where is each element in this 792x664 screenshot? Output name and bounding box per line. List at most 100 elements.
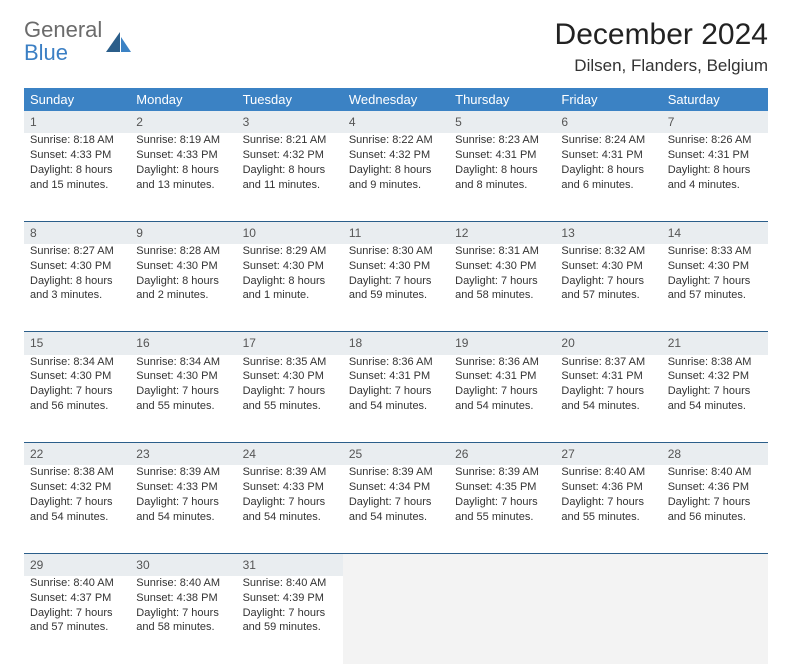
- logo: General Blue: [24, 18, 132, 64]
- day-data-cell: Sunrise: 8:39 AMSunset: 4:34 PMDaylight:…: [343, 465, 449, 553]
- day-number-cell: 10: [237, 221, 343, 244]
- day-number-cell: 30: [130, 553, 236, 576]
- day-number: 23: [136, 447, 149, 461]
- sunset-text: Sunset: 4:30 PM: [349, 259, 443, 274]
- daylight-text: Daylight: 7 hours and 54 minutes.: [30, 495, 124, 525]
- sunrise-text: Sunrise: 8:30 AM: [349, 244, 443, 259]
- sunrise-text: Sunrise: 8:19 AM: [136, 133, 230, 148]
- day-data-cell: Sunrise: 8:29 AMSunset: 4:30 PMDaylight:…: [237, 244, 343, 332]
- day-number: 5: [455, 115, 462, 129]
- day-number: 21: [668, 336, 681, 350]
- daylight-text: Daylight: 7 hours and 58 minutes.: [136, 606, 230, 636]
- day-number-cell: 24: [237, 443, 343, 466]
- day-data-row: Sunrise: 8:38 AMSunset: 4:32 PMDaylight:…: [24, 465, 768, 553]
- sunrise-text: Sunrise: 8:38 AM: [30, 465, 124, 480]
- day-data-cell: Sunrise: 8:34 AMSunset: 4:30 PMDaylight:…: [130, 355, 236, 443]
- sunrise-text: Sunrise: 8:40 AM: [243, 576, 337, 591]
- sunset-text: Sunset: 4:37 PM: [30, 591, 124, 606]
- day-data-row: Sunrise: 8:27 AMSunset: 4:30 PMDaylight:…: [24, 244, 768, 332]
- day-number-row: 891011121314: [24, 221, 768, 244]
- sunset-text: Sunset: 4:30 PM: [30, 369, 124, 384]
- day-number-cell: 28: [662, 443, 768, 466]
- daylight-text: Daylight: 8 hours and 11 minutes.: [243, 163, 337, 193]
- sunrise-text: Sunrise: 8:38 AM: [668, 355, 762, 370]
- sunset-text: Sunset: 4:38 PM: [136, 591, 230, 606]
- day-number-cell: 27: [555, 443, 661, 466]
- weekday-header: Saturday: [662, 88, 768, 111]
- day-data-cell: Sunrise: 8:24 AMSunset: 4:31 PMDaylight:…: [555, 133, 661, 221]
- day-number: 7: [668, 115, 675, 129]
- day-number: 9: [136, 226, 143, 240]
- sunrise-text: Sunrise: 8:39 AM: [136, 465, 230, 480]
- sunrise-text: Sunrise: 8:34 AM: [30, 355, 124, 370]
- weekday-header: Thursday: [449, 88, 555, 111]
- sunrise-text: Sunrise: 8:39 AM: [243, 465, 337, 480]
- sunrise-text: Sunrise: 8:34 AM: [136, 355, 230, 370]
- day-data-cell: Sunrise: 8:39 AMSunset: 4:33 PMDaylight:…: [130, 465, 236, 553]
- day-data-cell: Sunrise: 8:36 AMSunset: 4:31 PMDaylight:…: [449, 355, 555, 443]
- sunrise-text: Sunrise: 8:24 AM: [561, 133, 655, 148]
- sunrise-text: Sunrise: 8:29 AM: [243, 244, 337, 259]
- day-number: 16: [136, 336, 149, 350]
- sunrise-text: Sunrise: 8:23 AM: [455, 133, 549, 148]
- day-number-cell: 25: [343, 443, 449, 466]
- day-number-row: 1234567: [24, 111, 768, 133]
- day-data-cell: Sunrise: 8:39 AMSunset: 4:35 PMDaylight:…: [449, 465, 555, 553]
- day-number: 27: [561, 447, 574, 461]
- sunset-text: Sunset: 4:32 PM: [668, 369, 762, 384]
- daylight-text: Daylight: 7 hours and 56 minutes.: [668, 495, 762, 525]
- day-number-cell: 26: [449, 443, 555, 466]
- day-data-cell: Sunrise: 8:38 AMSunset: 4:32 PMDaylight:…: [662, 355, 768, 443]
- day-data-cell: Sunrise: 8:26 AMSunset: 4:31 PMDaylight:…: [662, 133, 768, 221]
- sunset-text: Sunset: 4:30 PM: [136, 369, 230, 384]
- day-number-cell: 9: [130, 221, 236, 244]
- day-number-cell: 1: [24, 111, 130, 133]
- sunrise-text: Sunrise: 8:36 AM: [455, 355, 549, 370]
- day-number-cell: 7: [662, 111, 768, 133]
- day-data-cell: Sunrise: 8:34 AMSunset: 4:30 PMDaylight:…: [24, 355, 130, 443]
- sunset-text: Sunset: 4:31 PM: [561, 369, 655, 384]
- day-number: 29: [30, 558, 43, 572]
- sunset-text: Sunset: 4:30 PM: [668, 259, 762, 274]
- daylight-text: Daylight: 7 hours and 54 minutes.: [561, 384, 655, 414]
- day-number-cell: 22: [24, 443, 130, 466]
- day-number: 24: [243, 447, 256, 461]
- daylight-text: Daylight: 7 hours and 59 minutes.: [243, 606, 337, 636]
- sunrise-text: Sunrise: 8:21 AM: [243, 133, 337, 148]
- day-data-cell: Sunrise: 8:33 AMSunset: 4:30 PMDaylight:…: [662, 244, 768, 332]
- day-number: 25: [349, 447, 362, 461]
- daylight-text: Daylight: 7 hours and 54 minutes.: [243, 495, 337, 525]
- day-data-cell: Sunrise: 8:38 AMSunset: 4:32 PMDaylight:…: [24, 465, 130, 553]
- day-data-cell: Sunrise: 8:35 AMSunset: 4:30 PMDaylight:…: [237, 355, 343, 443]
- day-number: 4: [349, 115, 356, 129]
- day-number-cell: 19: [449, 332, 555, 355]
- day-number-cell: 12: [449, 221, 555, 244]
- weekday-header: Wednesday: [343, 88, 449, 111]
- daylight-text: Daylight: 7 hours and 54 minutes.: [349, 495, 443, 525]
- day-data-row: Sunrise: 8:18 AMSunset: 4:33 PMDaylight:…: [24, 133, 768, 221]
- sunset-text: Sunset: 4:33 PM: [30, 148, 124, 163]
- calendar-body: 1234567Sunrise: 8:18 AMSunset: 4:33 PMDa…: [24, 111, 768, 664]
- sunset-text: Sunset: 4:33 PM: [136, 148, 230, 163]
- day-number: 30: [136, 558, 149, 572]
- title-block: December 2024 Dilsen, Flanders, Belgium: [555, 18, 768, 76]
- day-number-cell: 21: [662, 332, 768, 355]
- day-number-cell: 18: [343, 332, 449, 355]
- day-data-cell: [449, 576, 555, 664]
- sunset-text: Sunset: 4:30 PM: [136, 259, 230, 274]
- sunrise-text: Sunrise: 8:40 AM: [668, 465, 762, 480]
- day-data-cell: Sunrise: 8:32 AMSunset: 4:30 PMDaylight:…: [555, 244, 661, 332]
- sunset-text: Sunset: 4:31 PM: [349, 369, 443, 384]
- day-data-cell: Sunrise: 8:40 AMSunset: 4:36 PMDaylight:…: [555, 465, 661, 553]
- day-data-row: Sunrise: 8:34 AMSunset: 4:30 PMDaylight:…: [24, 355, 768, 443]
- daylight-text: Daylight: 7 hours and 56 minutes.: [30, 384, 124, 414]
- sunrise-text: Sunrise: 8:37 AM: [561, 355, 655, 370]
- weekday-header: Friday: [555, 88, 661, 111]
- sail-icon: [106, 32, 132, 54]
- daylight-text: Daylight: 7 hours and 57 minutes.: [668, 274, 762, 304]
- day-data-cell: [555, 576, 661, 664]
- sunset-text: Sunset: 4:31 PM: [455, 148, 549, 163]
- sunrise-text: Sunrise: 8:33 AM: [668, 244, 762, 259]
- day-data-cell: Sunrise: 8:37 AMSunset: 4:31 PMDaylight:…: [555, 355, 661, 443]
- day-number-cell: 14: [662, 221, 768, 244]
